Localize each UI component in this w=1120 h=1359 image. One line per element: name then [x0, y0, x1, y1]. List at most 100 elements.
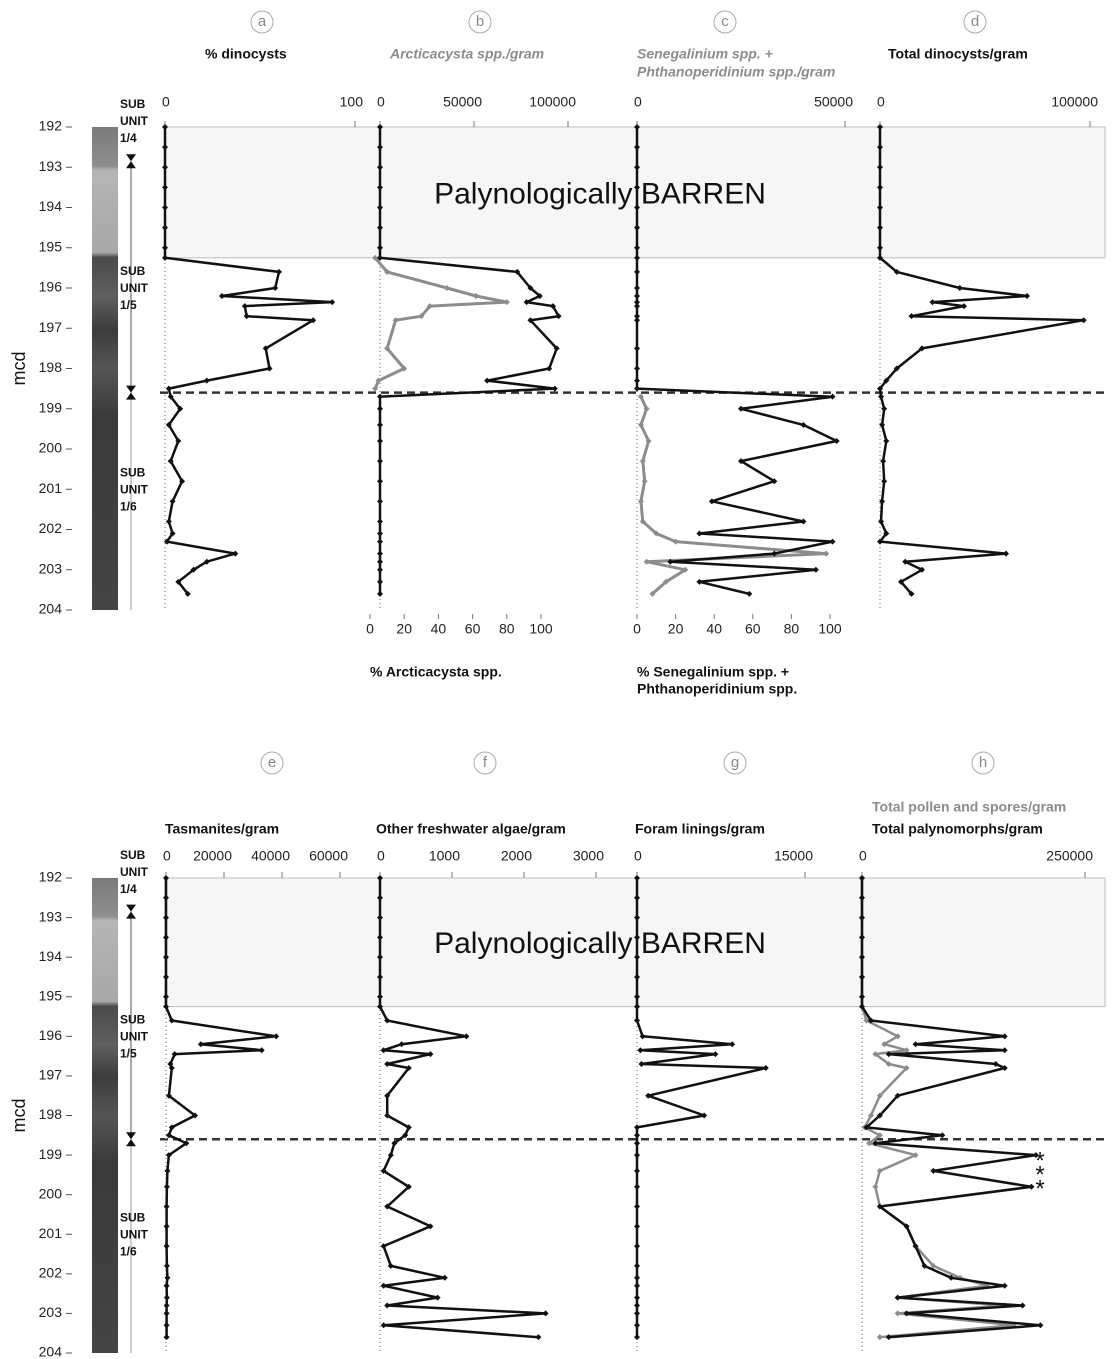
y-tick-label: 199: [39, 1146, 63, 1162]
data-point: [372, 254, 379, 261]
y-tick-label: 201: [39, 480, 63, 496]
data-point: [377, 973, 383, 980]
data-point: [634, 345, 640, 352]
panel-letter: g: [731, 754, 739, 771]
data-point: [872, 1140, 879, 1147]
data-point: [634, 973, 640, 980]
data-point: [876, 1203, 883, 1210]
data-point: [634, 1262, 640, 1269]
panel-letter-circle: [468, 10, 492, 34]
unit-label: UNIT: [120, 1228, 149, 1242]
data-point: [434, 1294, 441, 1301]
x-tick-label: 3000: [573, 848, 604, 864]
data-point: [634, 894, 640, 901]
data-point: [168, 1017, 175, 1024]
barren-box: [164, 877, 1106, 1008]
data-point: [162, 224, 168, 231]
data-point: [634, 385, 640, 392]
data-point: [1001, 1033, 1008, 1040]
y-tick-label: 193: [39, 908, 63, 924]
data-point: [634, 164, 640, 171]
data-point: [898, 578, 904, 585]
data-point: [163, 1223, 170, 1230]
data-point: [867, 1112, 874, 1119]
y-tick-label: 200: [39, 440, 63, 456]
data-point: [377, 993, 383, 1000]
data-point: [881, 405, 888, 412]
data-point: [653, 530, 660, 537]
data-point: [867, 1017, 874, 1024]
data-point: [638, 1061, 645, 1068]
data-point: [876, 1112, 883, 1119]
data-point: [380, 1243, 387, 1250]
data-point: [1003, 550, 1009, 557]
y-tick-label: 203: [39, 1304, 63, 1320]
data-point: [163, 1282, 170, 1289]
data-point: [634, 954, 640, 961]
x-tick-label: 0: [859, 848, 867, 864]
data-point: [551, 385, 558, 392]
data-point: [384, 1061, 391, 1068]
data-point: [163, 914, 169, 921]
data-point: [866, 1140, 873, 1147]
data-point: [634, 1203, 640, 1210]
data-point: [405, 1183, 412, 1190]
data-point: [536, 293, 543, 300]
data-point: [402, 1132, 409, 1139]
data-point: [639, 458, 646, 465]
unit-label: SUB: [120, 97, 146, 111]
data-point: [384, 1203, 391, 1210]
series-title: Total palynomorphs/gram: [872, 821, 1043, 837]
data-point: [372, 385, 379, 392]
panel-letter: c: [721, 13, 729, 30]
data-point: [441, 1274, 448, 1281]
data-point: [634, 1167, 640, 1174]
unit-label: 1/6: [120, 1245, 137, 1259]
unit-label: 1/6: [120, 499, 137, 513]
panel-letter: a: [258, 13, 267, 30]
data-point: [163, 875, 169, 881]
panel-title: Other freshwater algae/gram: [376, 821, 566, 837]
y-tick-label: 192: [39, 869, 63, 885]
data-point: [634, 1140, 640, 1147]
data-point: [634, 254, 640, 261]
data-point: [549, 303, 556, 310]
y-tick-label: 195: [39, 238, 63, 254]
data-point: [380, 1167, 387, 1174]
y-tick-label: 194: [39, 198, 63, 214]
x2-tick-label: 20: [396, 621, 412, 637]
data-point: [1032, 1152, 1039, 1159]
data-point: [634, 1243, 640, 1250]
data-point: [894, 1092, 901, 1099]
x-tick-label: 0: [634, 848, 642, 864]
y-tick-label: 197: [39, 1067, 63, 1083]
data-point: [542, 1310, 549, 1317]
unit-label: SUB: [120, 1013, 146, 1027]
data-point: [872, 1051, 879, 1058]
data-point: [165, 518, 172, 525]
data-point: [162, 144, 168, 151]
data-point: [473, 293, 480, 300]
unit-boundary: [126, 154, 136, 169]
data-point: [883, 437, 890, 444]
data-point: [377, 224, 383, 231]
data-point: [956, 285, 963, 291]
data-point: [637, 393, 644, 400]
data-point: [179, 478, 186, 485]
y-tick-label: 199: [39, 399, 63, 415]
data-point: [859, 973, 865, 980]
data-point: [876, 1092, 883, 1099]
x-tick-label: 50000: [443, 94, 482, 110]
data-point: [903, 1223, 910, 1230]
data-point: [639, 1033, 646, 1040]
data-point: [377, 124, 383, 130]
unit-label: UNIT: [120, 482, 149, 496]
data-point: [877, 254, 883, 261]
data-point: [634, 914, 640, 921]
unit-label: UNIT: [120, 865, 149, 879]
data-point: [881, 1041, 888, 1048]
data-point: [1080, 317, 1087, 324]
data-point: [391, 1140, 398, 1147]
data-point: [377, 578, 383, 585]
data-point: [712, 1051, 719, 1058]
